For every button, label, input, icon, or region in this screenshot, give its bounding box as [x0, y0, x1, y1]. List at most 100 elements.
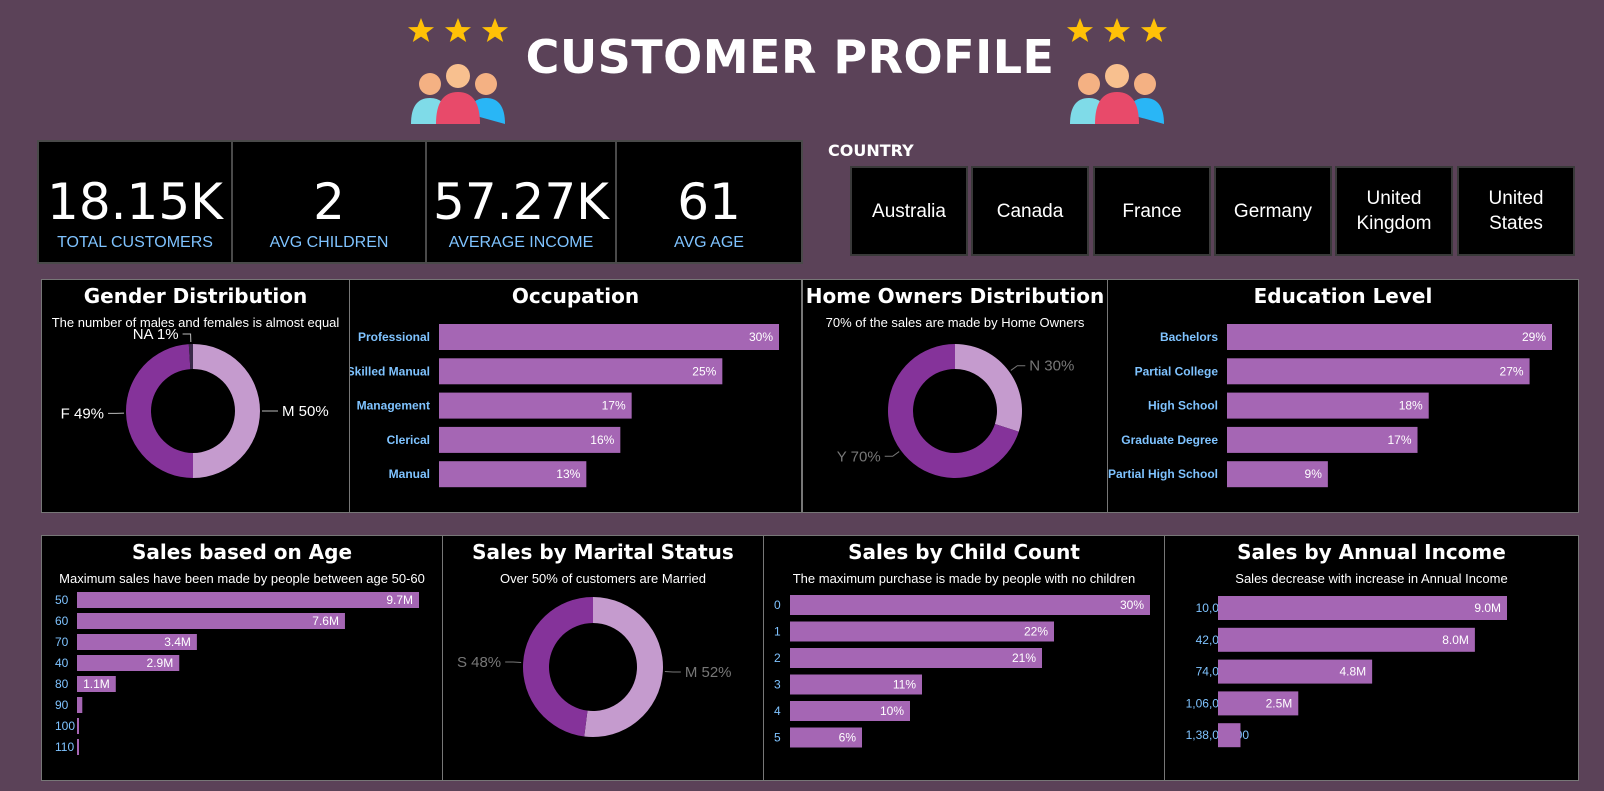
chart-subtitle: Sales decrease with increase in Annual I… [1235, 571, 1508, 586]
leader-line-y [884, 451, 900, 457]
data-label-high-school: 18% [1399, 399, 1423, 413]
slice-label-m: M 52% [685, 664, 732, 681]
country-option-united-states[interactable]: United States [1457, 166, 1575, 256]
kpi-average-income: 57.27K AVERAGE INCOME [425, 140, 617, 264]
data-label-professional: 30% [749, 330, 773, 344]
data-label-80: 1.1M [83, 677, 110, 691]
people-group-icon [1070, 64, 1164, 124]
slice-label-f: F 49% [61, 405, 104, 422]
kpi-label: AVERAGE INCOME [448, 234, 594, 251]
category-label-skilled-manual: Skilled Manual [350, 364, 430, 378]
kpi-value: 61 [677, 173, 741, 231]
data-label-10-000-00: 9.0M [1474, 601, 1501, 615]
data-label-2: 21% [1012, 651, 1036, 665]
chart-subtitle: Over 50% of customers are Married [500, 571, 706, 586]
slice-label-s: S 48% [457, 654, 501, 671]
kpi-label: AVG CHILDREN [269, 234, 389, 251]
category-label-clerical: Clerical [387, 433, 430, 447]
category-label-70: 70 [55, 635, 69, 649]
bar-bachelors [1227, 324, 1552, 350]
bar-90 [77, 697, 83, 713]
bar-graduate-degree [1227, 426, 1418, 453]
data-label-4: 10% [880, 704, 904, 718]
category-label-bachelors: Bachelors [1160, 330, 1218, 344]
annual-income-panel: Sales by Annual Income Sales decrease wi… [1164, 535, 1579, 781]
category-label-5: 5 [774, 731, 781, 745]
chart-title: Sales by Marital Status [472, 540, 734, 564]
leader-line-m [664, 671, 681, 673]
bar-50 [77, 592, 419, 608]
slice-na [188, 344, 193, 370]
country-slicer-label: COUNTRY [828, 141, 914, 160]
country-option-france[interactable]: France [1093, 166, 1211, 256]
bar-0 [790, 595, 1150, 615]
bar-4 [790, 701, 910, 721]
occupation-panel: Occupation Professional 30% Skilled Manual… [349, 279, 802, 513]
country-option-germany[interactable]: Germany [1214, 166, 1332, 256]
chart-subtitle: Maximum sales have been made by people b… [59, 571, 425, 586]
child-count-bar-chart: 0 30% 1 22% 2 21% 3 11% 4 10% 5 6% [774, 595, 1150, 748]
country-option-australia[interactable]: Australia [850, 166, 968, 256]
data-label-partial-college: 27% [1500, 364, 1524, 378]
bar-74-000-00 [1218, 659, 1373, 684]
chart-title: Education Level [1253, 284, 1433, 308]
education-level-panel: Education Level Bachelors 29% Partial Coll… [1107, 279, 1579, 513]
chart-title: Sales by Annual Income [1237, 540, 1506, 564]
bar-42-000-00 [1218, 627, 1475, 652]
chart-title: Sales by Child Count [848, 540, 1080, 564]
slice-f [126, 344, 193, 478]
data-label-0: 30% [1120, 598, 1144, 612]
category-label-partial-high-school: Partial High School [1108, 467, 1218, 481]
header-decoration-right [1067, 18, 1167, 124]
data-label-bachelors: 29% [1522, 330, 1546, 344]
bar-2 [790, 648, 1042, 668]
data-label-42-000-00: 8.0M [1442, 633, 1469, 647]
page-title: CUSTOMER PROFILE [525, 30, 1055, 84]
category-label-management: Management [357, 399, 430, 413]
kpi-label: AVG AGE [674, 234, 744, 251]
gender-donut-chart: M 50% F 49% NA 1% [61, 326, 329, 478]
bar-110 [77, 739, 79, 755]
home-owners-donut-chart: N 30% Y 70% [837, 344, 1074, 478]
kpi-value: 18.15K [47, 173, 223, 231]
header-decoration-left [408, 18, 508, 124]
category-label-0: 0 [774, 598, 781, 612]
data-label-1: 22% [1024, 625, 1048, 639]
category-label-2: 2 [774, 651, 781, 665]
bar-professional [439, 324, 779, 350]
country-option-united-kingdom[interactable]: United Kingdom [1335, 166, 1453, 256]
kpi-total-customers: 18.15K TOTAL CUSTOMERS [37, 140, 233, 264]
bar-3 [790, 674, 922, 695]
leader-line-n [1010, 365, 1026, 371]
data-label-partial-high-school: 9% [1305, 467, 1323, 481]
chart-subtitle: The number of males and females is almos… [51, 315, 340, 330]
data-label-5: 6% [839, 731, 857, 745]
data-label-50: 9.7M [386, 593, 413, 607]
slice-y [888, 344, 1019, 478]
category-label-high-school: High School [1148, 399, 1218, 413]
bar-10-000-00 [1218, 596, 1507, 620]
sales-by-age-panel: Sales based on Age Maximum sales have be… [41, 535, 443, 781]
data-label-1-06-000-00: 2.5M [1266, 696, 1293, 710]
income-bar-chart: 10,000.009.0M42,000.008.0M74,000.004.8M1… [1186, 596, 1507, 748]
data-label-manual: 13% [556, 467, 580, 481]
country-option-canada[interactable]: Canada [971, 166, 1089, 256]
chart-title: Home Owners Distribution [805, 284, 1105, 308]
bar-partial-high-school [1227, 461, 1328, 488]
data-label-70: 3.4M [164, 635, 191, 649]
slice-s [522, 597, 593, 737]
people-group-icon [411, 64, 505, 124]
data-label-40: 2.9M [147, 656, 174, 670]
slice-label-m: M 50% [282, 403, 329, 420]
bar-1 [790, 621, 1054, 642]
category-label-100: 100 [55, 719, 75, 733]
gender-distribution-panel: Gender Distribution The number of males … [41, 279, 350, 513]
education-bar-chart: Bachelors 29% Partial College 27% High Schoo… [1108, 324, 1552, 488]
home-owners-panel: Home Owners Distribution 70% of the sale… [802, 279, 1108, 513]
chart-title: Gender Distribution [83, 284, 308, 308]
bar-management [439, 392, 632, 419]
data-label-74-000-00: 4.8M [1339, 665, 1366, 679]
kpi-value: 57.27K [433, 173, 609, 231]
slice-m [584, 597, 663, 737]
bar-manual [439, 461, 587, 488]
